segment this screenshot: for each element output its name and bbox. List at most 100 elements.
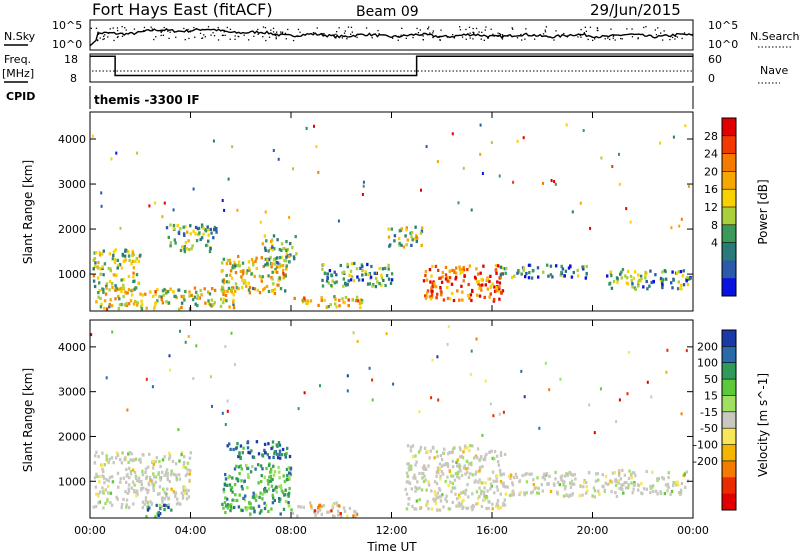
range-gate-cell (266, 262, 269, 266)
range-gate-cell (126, 491, 129, 495)
range-gate-cell (405, 492, 409, 496)
range-gate-cell (664, 483, 668, 487)
range-gate-cell (434, 497, 437, 502)
range-gate-cell (101, 490, 105, 494)
range-gate-cell (420, 188, 422, 192)
range-gate-cell (678, 224, 681, 228)
range-gate-cell (666, 482, 670, 486)
noise-search-dot (481, 31, 483, 33)
range-gate-cell (165, 494, 168, 498)
range-gate-cell (387, 277, 391, 281)
range-gate-cell (563, 487, 567, 491)
range-gate-cell (111, 282, 114, 286)
range-gate-cell (133, 458, 136, 462)
range-gate-cell (120, 461, 123, 465)
range-gate-cell (241, 261, 245, 265)
range-gate-cell (167, 497, 170, 501)
noise-search-dot (497, 32, 499, 34)
range-gate-cell (100, 463, 103, 467)
range-gate-cell (227, 476, 230, 480)
noise-search-dot (612, 37, 614, 39)
range-gate-cell (125, 505, 128, 509)
colorbar-tick-label: 28 (704, 130, 718, 143)
range-gate-cell (331, 506, 334, 510)
noise-search-dot (125, 29, 127, 31)
range-gate-cell (361, 265, 364, 269)
range-gate-cell (184, 289, 187, 294)
range-gate-cell (444, 277, 448, 281)
range-gate-cell (436, 292, 439, 296)
range-gate-cell (224, 345, 227, 348)
range-gate-cell (230, 503, 233, 507)
range-gate-cell (151, 466, 155, 470)
range-gate-cell (503, 498, 506, 502)
range-gate-cell (166, 475, 169, 479)
noise-search-dot (95, 27, 98, 29)
range-gate-cell (404, 487, 407, 491)
range-gate-cell (226, 444, 229, 448)
range-gate-cell (457, 504, 460, 508)
range-gate-cell (223, 501, 227, 505)
range-gate-cell (617, 469, 621, 473)
range-gate-cell (135, 273, 139, 277)
range-gate-cell (504, 492, 508, 496)
range-gate-cell (287, 504, 291, 508)
range-gate-cell (123, 458, 126, 462)
range-gate-cell (529, 491, 533, 495)
noise-search-dot (261, 32, 263, 34)
range-gate-cell (169, 241, 173, 245)
range-gate-cell (130, 452, 133, 456)
range-gate-cell (423, 446, 427, 450)
range-gate-cell (160, 295, 163, 299)
noise-right-label: N.Search (750, 30, 800, 43)
range-gate-cell (167, 505, 170, 510)
range-gate-cell (445, 499, 449, 504)
range-gate-cell (659, 141, 661, 145)
range-gate-cell (627, 486, 630, 490)
range-gate-cell (331, 503, 335, 507)
range-gate-cell (279, 287, 283, 291)
range-gate-cell (168, 354, 171, 358)
range-gate-cell (332, 502, 336, 506)
range-gate-cell (278, 497, 281, 501)
range-gate-cell (128, 450, 132, 455)
range-gate-cell (293, 296, 296, 300)
range-gate-cell (150, 502, 153, 506)
range-gate-cell (448, 450, 451, 454)
range-gate-cell (554, 477, 557, 481)
noise-search-dot (199, 32, 202, 34)
range-gate-cell (458, 268, 462, 272)
range-gate-cell (177, 288, 181, 292)
range-gate-cell (439, 474, 442, 478)
range-gate-cell (683, 473, 686, 477)
noise-left-tick-high: 10^5 (52, 19, 82, 32)
range-gate-cell (440, 290, 443, 294)
range-gate-cell (498, 412, 501, 416)
noise-search-dot (194, 36, 196, 38)
range-gate-cell (444, 479, 447, 484)
range-gate-cell (473, 456, 476, 460)
range-gate-cell (183, 247, 186, 251)
range-gate-cell (189, 224, 192, 228)
range-gate-cell (431, 282, 434, 286)
range-gate-cell (254, 498, 258, 502)
noise-search-dot (607, 37, 609, 39)
range-gate-cell (186, 468, 189, 472)
freq-label: Freq. (4, 53, 31, 66)
range-gate-cell (669, 492, 672, 496)
range-gate-cell (231, 145, 234, 149)
range-gate-cell (184, 488, 188, 492)
range-gate-cell (281, 263, 285, 268)
range-gate-cell (450, 490, 453, 494)
range-gate-cell (169, 223, 172, 227)
range-gate-cell (163, 503, 166, 507)
range-gate-cell (117, 485, 120, 489)
noise-search-dot (478, 31, 480, 33)
noise-search-dot (117, 29, 119, 32)
range-gate-cell (435, 482, 439, 486)
range-gate-cell (387, 263, 390, 267)
range-gate-cell (414, 489, 417, 493)
range-gate-cell (112, 461, 115, 465)
range-gate-cell (364, 270, 367, 274)
range-gate-cell (134, 259, 137, 263)
